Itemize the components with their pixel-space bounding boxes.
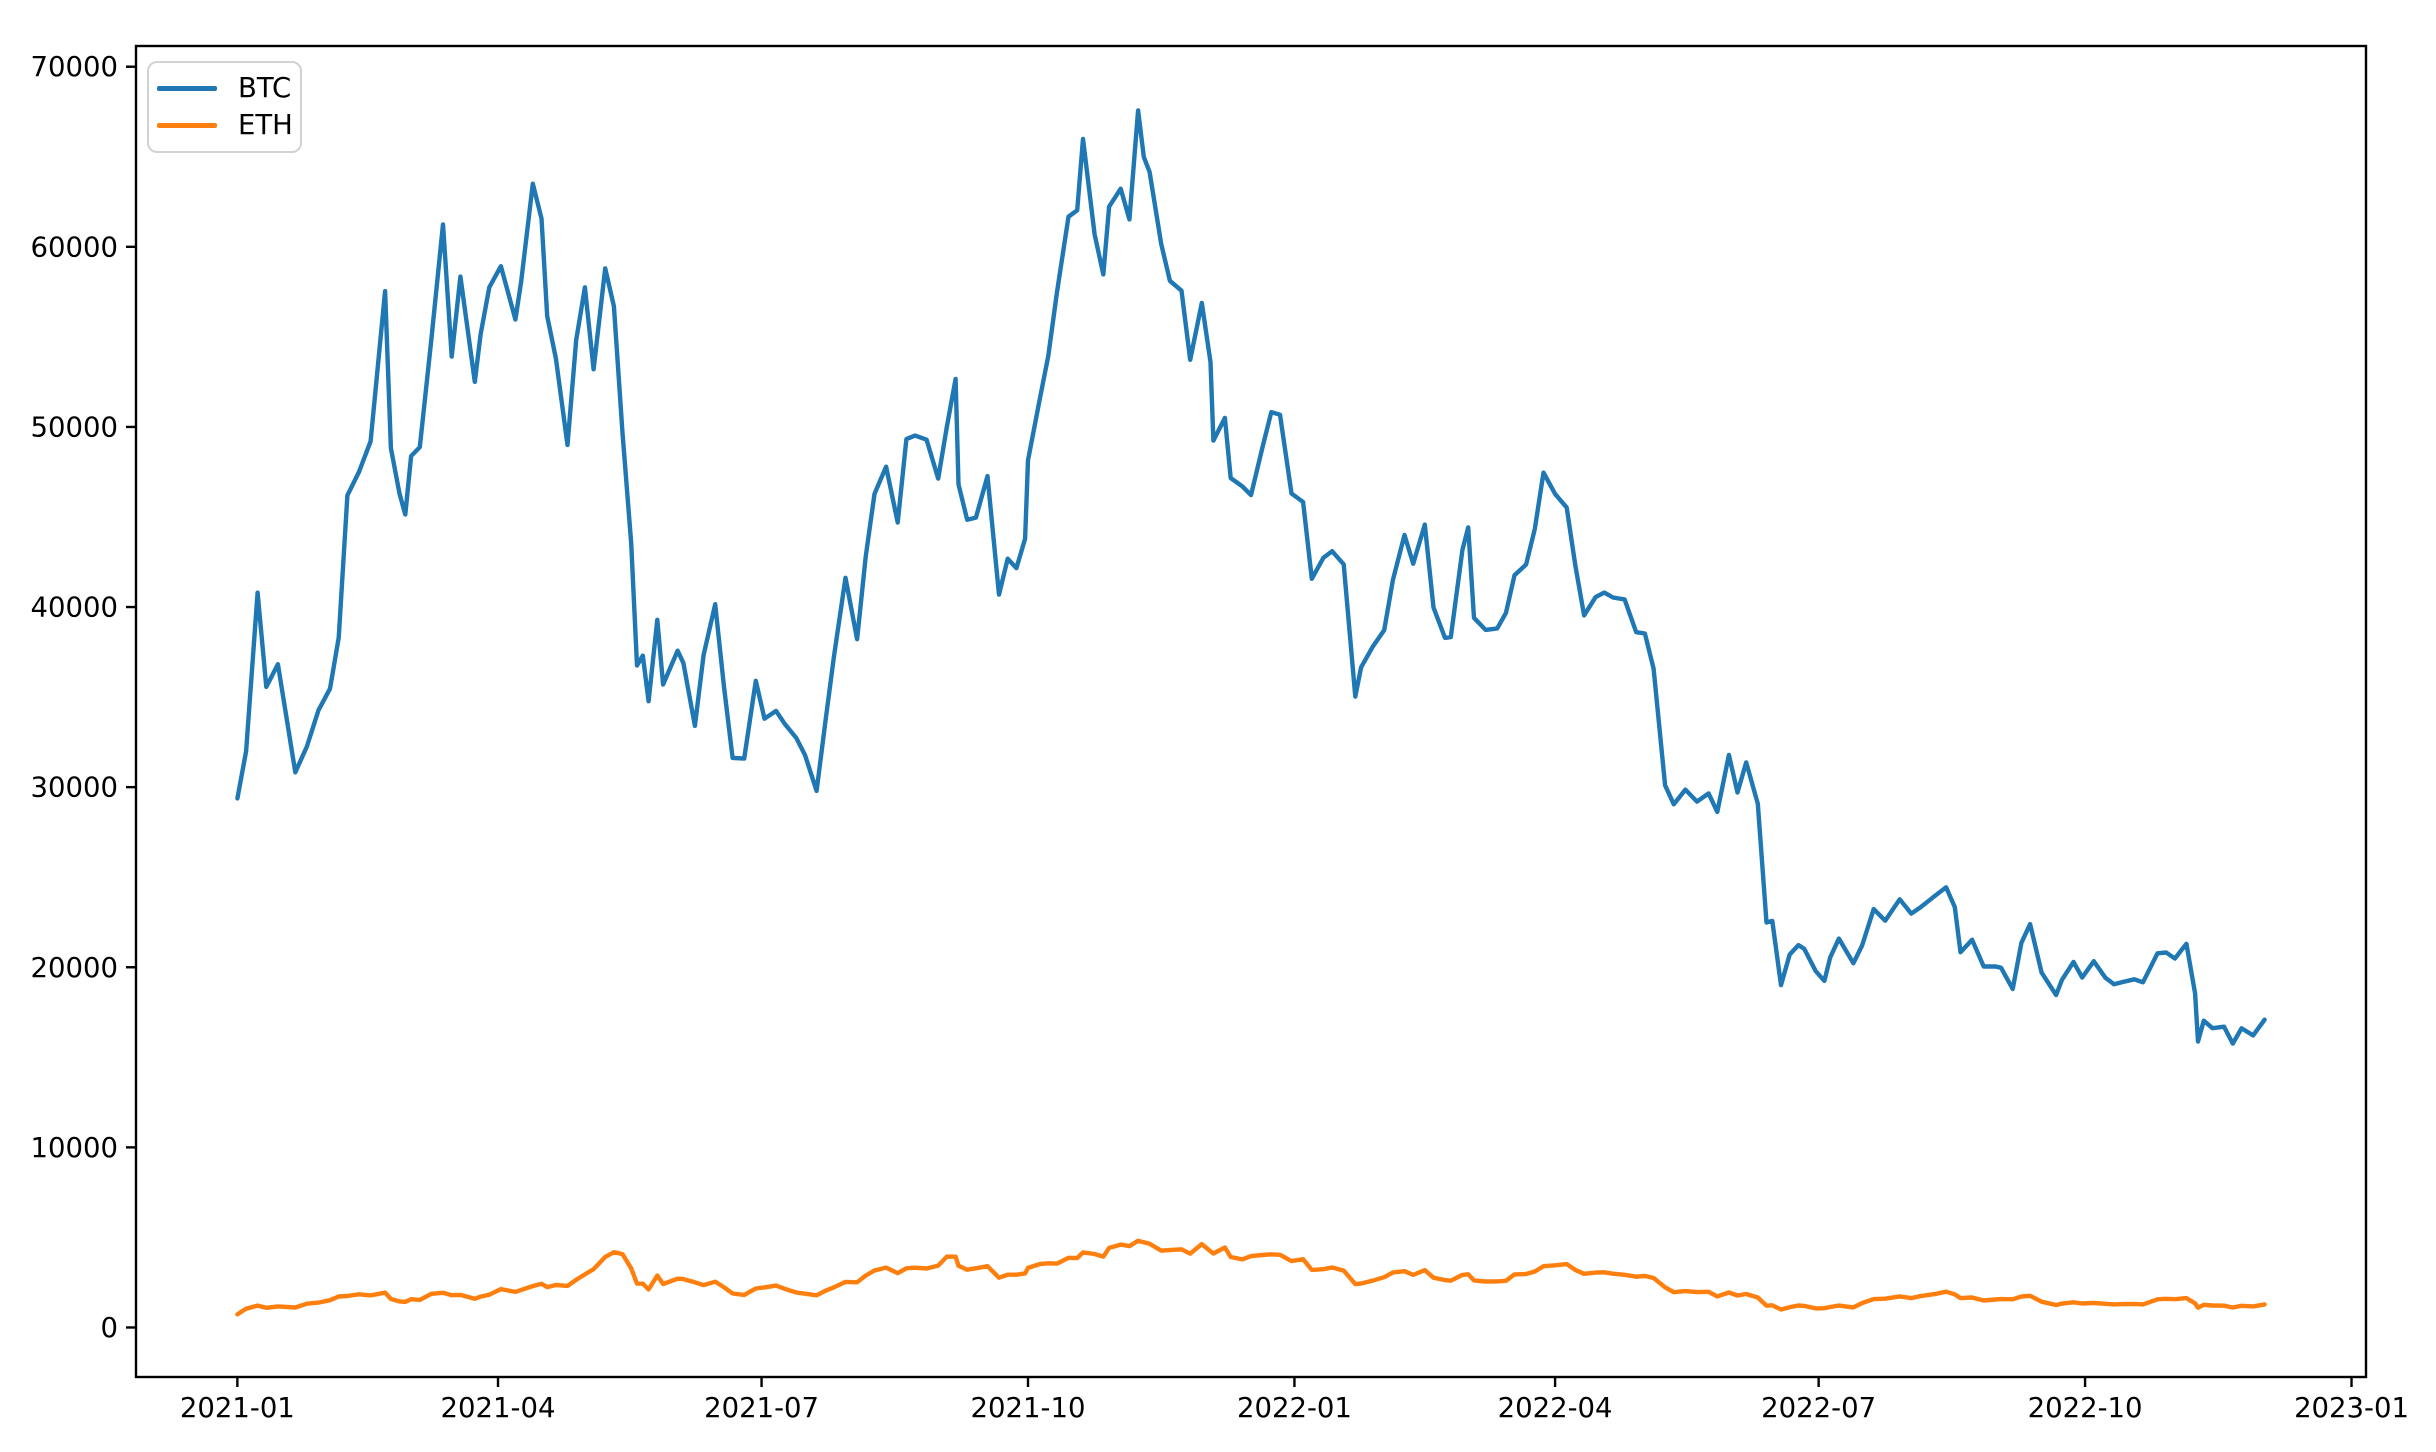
eth-series-line [235, 1238, 2267, 1317]
x-tick-label: 2023-01 [2294, 1392, 2409, 1424]
y-tick-label: 50000 [31, 411, 118, 443]
y-tick-label: 0 [101, 1312, 119, 1344]
y-tick-label: 30000 [31, 772, 118, 804]
y-tick-label: 20000 [31, 952, 118, 984]
x-tick-label: 2022-07 [1761, 1392, 1876, 1424]
legend-item-eth: ETH [149, 108, 300, 141]
x-tick-label: 2022-10 [2028, 1392, 2143, 1424]
legend-box: BTC ETH [147, 61, 302, 153]
y-tick-label: 70000 [31, 51, 118, 83]
legend-label-eth: ETH [238, 108, 293, 141]
x-tick-label: 2022-04 [1498, 1392, 1613, 1424]
axes-spines [134, 44, 2368, 1379]
y-tick-label: 60000 [31, 231, 118, 263]
eth-line-swatch [157, 123, 217, 128]
btc-series-line [235, 108, 2267, 1046]
x-tick-label: 2021-01 [180, 1392, 295, 1424]
x-tick-label: 2022-01 [1237, 1392, 1352, 1424]
y-tick-label: 10000 [31, 1132, 118, 1164]
legend-item-btc: BTC [149, 71, 300, 104]
btc-line-swatch [157, 86, 217, 91]
legend-label-btc: BTC [238, 71, 292, 104]
x-tick-label: 2021-04 [441, 1392, 556, 1424]
y-tick-label: 40000 [31, 592, 118, 624]
x-tick-label: 2021-10 [971, 1392, 1086, 1424]
x-tick-label: 2021-07 [704, 1392, 819, 1424]
